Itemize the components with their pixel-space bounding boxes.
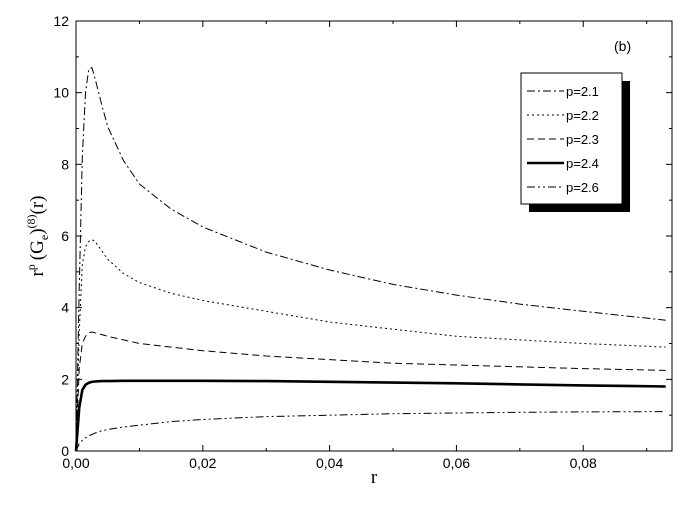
legend-box — [520, 72, 623, 205]
x-tick-label: 0,06 — [443, 455, 470, 471]
y-label-close: ) — [27, 228, 48, 234]
x-tick-label: 0,02 — [189, 455, 216, 471]
y-tick-label: 8 — [61, 156, 69, 172]
legend: p=2.1 p=2.2 p=2.3 p=2.4 p=2.6 — [520, 72, 630, 212]
series-line-p=2.4 — [74, 379, 666, 452]
y-label-sup: (8) — [24, 214, 38, 228]
y-label-sub: e — [37, 235, 51, 240]
y-label-mid: (G — [27, 240, 48, 260]
y-axis-ticks: 0 2 4 6 8 10 12 — [53, 13, 672, 459]
x-tick-label: 0,00 — [62, 455, 89, 471]
x-tick-label: 0,08 — [570, 455, 597, 471]
x-axis-label: r — [371, 467, 378, 488]
series-line-p=2.3 — [75, 331, 666, 452]
x-axis-ticks: 0,00 0,02 0,04 0,06 0,08 — [62, 21, 648, 471]
series-line-p=2.6 — [75, 411, 666, 452]
panel-label: (b) — [614, 38, 631, 54]
y-label-power: p — [24, 264, 38, 270]
legend-label: p=2.6 — [566, 180, 599, 195]
series-line-p=2.2 — [75, 239, 666, 452]
y-tick-label: 0 — [61, 443, 69, 459]
y-tick-label: 10 — [53, 85, 69, 101]
y-tick-label: 4 — [61, 300, 69, 316]
y-tick-label: 12 — [53, 13, 69, 29]
legend-label: p=2.3 — [566, 132, 599, 147]
y-label-end: (r) — [27, 195, 48, 214]
series-line-p=2.1 — [75, 67, 666, 452]
x-tick-label: 0,04 — [316, 455, 343, 471]
y-axis-label: rp (Ge)(8)(r) — [24, 195, 51, 276]
y-tick-label: 2 — [61, 371, 69, 387]
legend-items: p=2.1 p=2.2 p=2.3 p=2.4 p=2.6 — [527, 84, 599, 195]
legend-label: p=2.1 — [566, 84, 599, 99]
legend-label: p=2.2 — [566, 108, 599, 123]
y-tick-label: 6 — [61, 228, 69, 244]
series-layer — [74, 67, 666, 452]
y-label-base: r — [27, 270, 48, 277]
legend-label: p=2.4 — [566, 156, 599, 171]
